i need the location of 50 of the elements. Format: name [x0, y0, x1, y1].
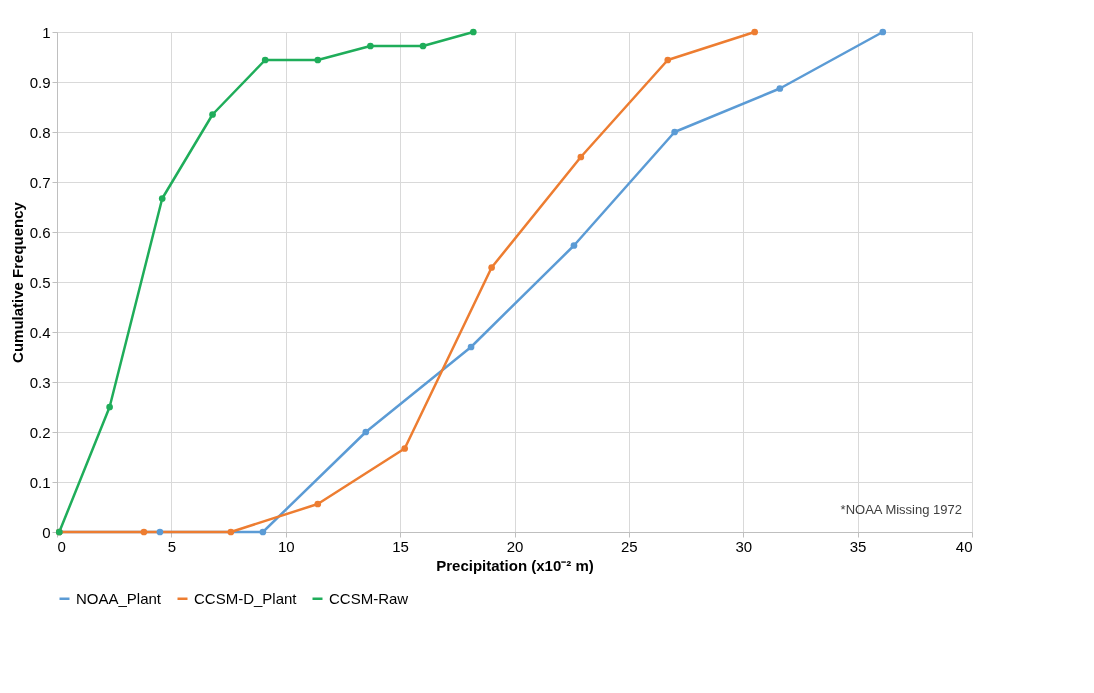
- point: [776, 85, 784, 92]
- point: [488, 264, 495, 271]
- point: [469, 28, 477, 36]
- point: [158, 195, 166, 202]
- annotation: *NOAA Missing 1972: [840, 502, 962, 517]
- point: [314, 56, 322, 64]
- y-axis-title: Cumulative Frequency: [8, 201, 26, 363]
- x-tick-label: 5: [167, 537, 177, 555]
- x-tick-label: 0: [57, 537, 66, 555]
- point: [879, 28, 887, 36]
- y-tick-label: 1: [42, 23, 51, 41]
- y-tick-label: 0.5: [29, 273, 51, 291]
- y-tick-label: 0.7: [29, 173, 51, 191]
- x-axis-title: Precipitation (x10⁻² m): [436, 556, 594, 574]
- legend-label: CCSM-D_Plant: [194, 589, 298, 607]
- point: [209, 111, 216, 118]
- x-tick-label: 25: [621, 537, 638, 555]
- y-tick-label: 0.6: [29, 223, 51, 241]
- point: [362, 428, 370, 436]
- point: [671, 128, 678, 136]
- point: [367, 42, 374, 50]
- point: [664, 56, 672, 64]
- point: [467, 343, 475, 351]
- point: [419, 42, 427, 50]
- y-tick-label: 0.8: [29, 123, 51, 141]
- x-tick-label: 30: [735, 537, 753, 555]
- point: [401, 445, 409, 452]
- legend-label: CCSM-Raw: [329, 589, 409, 607]
- point: [156, 528, 164, 536]
- y-tick-label: 0.2: [29, 423, 51, 441]
- point: [259, 528, 267, 536]
- legend-label: NOAA_Plant: [76, 589, 162, 607]
- x-tick-label: 10: [277, 537, 295, 555]
- point: [227, 528, 235, 536]
- point: [106, 403, 113, 411]
- x-tick-label: 40: [955, 537, 973, 555]
- x-tick-label: 20: [506, 537, 524, 555]
- point: [261, 56, 269, 64]
- y-tick-label: 0.9: [29, 73, 51, 91]
- point: [570, 242, 578, 249]
- point: [314, 500, 322, 508]
- point: [577, 153, 585, 161]
- point: [140, 528, 148, 536]
- y-tick-label: 0.3: [29, 373, 51, 391]
- y-tick-label: 0.4: [29, 323, 51, 341]
- x-tick-label: 35: [849, 537, 867, 555]
- y-tick-label: 0: [42, 523, 51, 541]
- y-tick-label: 0.1: [29, 473, 51, 491]
- point: [751, 28, 759, 36]
- x-tick-label: 15: [392, 537, 409, 555]
